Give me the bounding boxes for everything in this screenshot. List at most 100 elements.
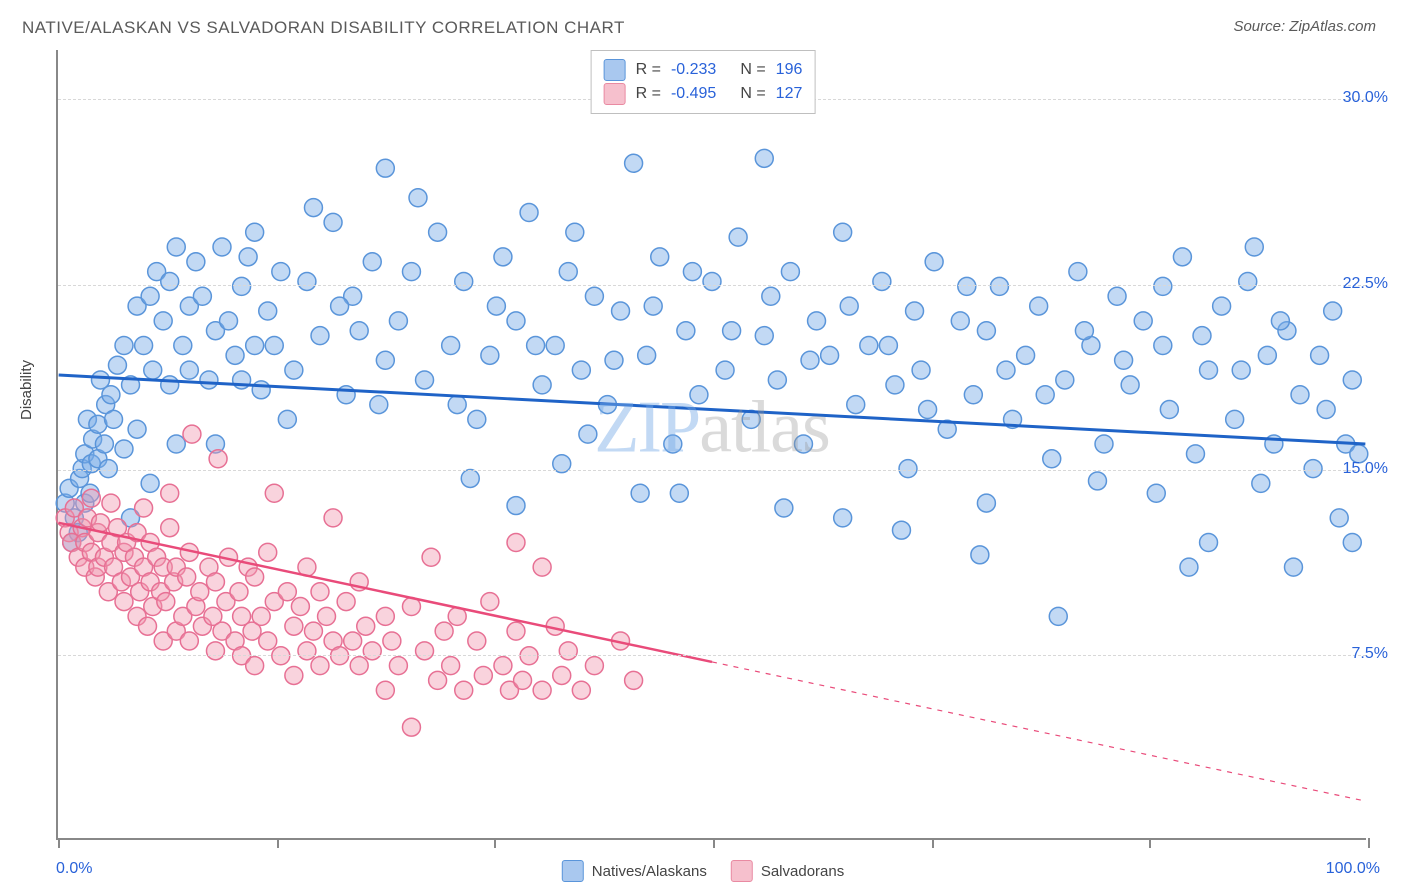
scatter-point bbox=[259, 543, 277, 561]
stat-n-value: 127 bbox=[776, 85, 803, 103]
scatter-point bbox=[1017, 346, 1035, 364]
scatter-point bbox=[468, 410, 486, 428]
gridline-h bbox=[58, 285, 1366, 286]
scatter-point bbox=[605, 351, 623, 369]
scatter-point bbox=[1160, 401, 1178, 419]
scatter-point bbox=[422, 548, 440, 566]
scatter-point bbox=[265, 484, 283, 502]
scatter-point bbox=[206, 642, 224, 660]
scatter-point bbox=[318, 607, 336, 625]
scatter-point bbox=[664, 435, 682, 453]
scatter-point bbox=[494, 657, 512, 675]
swatch-icon bbox=[604, 83, 626, 105]
scatter-point bbox=[298, 272, 316, 290]
scatter-point bbox=[82, 489, 100, 507]
scatter-point bbox=[331, 297, 349, 315]
scatter-point bbox=[964, 386, 982, 404]
scatter-point bbox=[638, 346, 656, 364]
scatter-point bbox=[1317, 401, 1335, 419]
scatter-point bbox=[324, 509, 342, 527]
scatter-point bbox=[716, 361, 734, 379]
scatter-point bbox=[363, 642, 381, 660]
scatter-point bbox=[1193, 327, 1211, 345]
scatter-point bbox=[520, 204, 538, 222]
scatter-point bbox=[91, 514, 109, 532]
scatter-point bbox=[246, 223, 264, 241]
scatter-point bbox=[265, 337, 283, 355]
series-legend: Natives/AlaskansSalvadorans bbox=[562, 860, 844, 882]
scatter-point bbox=[285, 666, 303, 684]
scatter-point bbox=[860, 337, 878, 355]
scatter-point bbox=[144, 361, 162, 379]
scatter-point bbox=[651, 248, 669, 266]
scatter-point bbox=[213, 238, 231, 256]
scatter-point bbox=[821, 346, 839, 364]
swatch-icon bbox=[731, 860, 753, 882]
stat-n-label: N = bbox=[740, 61, 765, 79]
scatter-point bbox=[507, 534, 525, 552]
scatter-point bbox=[886, 376, 904, 394]
plot-area: ZIPatlas bbox=[56, 50, 1366, 840]
scatter-point bbox=[259, 302, 277, 320]
scatter-point bbox=[703, 272, 721, 290]
scatter-point bbox=[1343, 534, 1361, 552]
scatter-point bbox=[1258, 346, 1276, 364]
scatter-point bbox=[559, 642, 577, 660]
scatter-point bbox=[1115, 351, 1133, 369]
scatter-point bbox=[690, 386, 708, 404]
scatter-point bbox=[762, 287, 780, 305]
scatter-point bbox=[1239, 272, 1257, 290]
scatter-point bbox=[135, 337, 153, 355]
scatter-point bbox=[187, 253, 205, 271]
scatter-point bbox=[402, 263, 420, 281]
scatter-point bbox=[285, 361, 303, 379]
scatter-point bbox=[344, 632, 362, 650]
stat-r-label: R = bbox=[636, 85, 661, 103]
scatter-point bbox=[259, 632, 277, 650]
scatter-point bbox=[409, 189, 427, 207]
scatter-point bbox=[631, 484, 649, 502]
scatter-point bbox=[572, 681, 590, 699]
scatter-point bbox=[775, 499, 793, 517]
scatter-point bbox=[683, 263, 701, 281]
chart-title: NATIVE/ALASKAN VS SALVADORAN DISABILITY … bbox=[22, 18, 625, 38]
x-tick-end: 100.0% bbox=[1326, 860, 1380, 878]
scatter-point bbox=[311, 327, 329, 345]
scatter-point bbox=[448, 396, 466, 414]
scatter-point bbox=[174, 337, 192, 355]
scatter-point bbox=[357, 617, 375, 635]
scatter-point bbox=[461, 469, 479, 487]
scatter-point bbox=[311, 583, 329, 601]
scatter-point bbox=[161, 484, 179, 502]
scatter-point bbox=[487, 297, 505, 315]
scatter-point bbox=[585, 287, 603, 305]
scatter-point bbox=[847, 396, 865, 414]
scatter-point bbox=[1173, 248, 1191, 266]
trend-line-dashed bbox=[712, 662, 1365, 801]
scatter-point bbox=[278, 583, 296, 601]
gridline-h bbox=[58, 655, 1366, 656]
scatter-point bbox=[1200, 534, 1218, 552]
scatter-point bbox=[291, 598, 309, 616]
scatter-point bbox=[566, 223, 584, 241]
scatter-point bbox=[161, 376, 179, 394]
scatter-point bbox=[246, 657, 264, 675]
source-label: Source: ZipAtlas.com bbox=[1233, 18, 1376, 35]
scatter-point bbox=[899, 460, 917, 478]
scatter-point bbox=[1147, 484, 1165, 502]
scatter-point bbox=[919, 401, 937, 419]
scatter-point bbox=[191, 583, 209, 601]
scatter-point bbox=[442, 337, 460, 355]
scatter-point bbox=[1200, 361, 1218, 379]
scatter-point bbox=[135, 499, 153, 517]
scatter-point bbox=[1180, 558, 1198, 576]
scatter-point bbox=[494, 248, 512, 266]
scatter-point bbox=[801, 351, 819, 369]
stat-n-label: N = bbox=[740, 85, 765, 103]
scatter-point bbox=[1324, 302, 1342, 320]
scatter-point bbox=[1036, 386, 1054, 404]
scatter-point bbox=[115, 440, 133, 458]
y-tick-label: 15.0% bbox=[1343, 460, 1388, 478]
scatter-point bbox=[389, 312, 407, 330]
scatter-point bbox=[154, 312, 172, 330]
